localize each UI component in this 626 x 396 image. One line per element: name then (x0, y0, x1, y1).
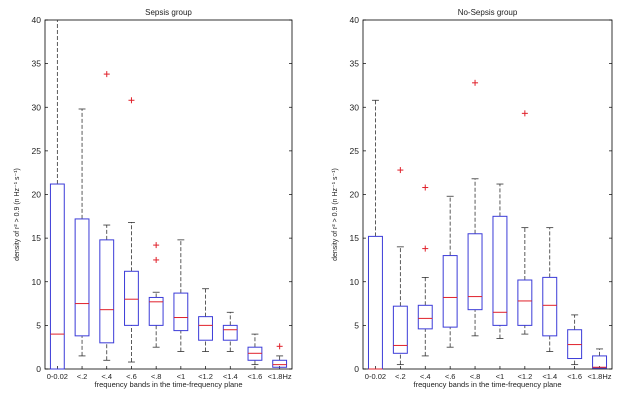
iqr-box (542, 276, 558, 337)
y-tick-label: 35 (32, 59, 42, 69)
outlier-point (422, 184, 429, 191)
iqr-box (99, 239, 115, 344)
x-tick-label: <.4 (420, 372, 431, 381)
sepsis-panel: Sepsis group 0 5 10 15 20 25 30 35 40 density of r… (14, 8, 293, 389)
box-0: 0-0.02 (47, 19, 68, 381)
y-tick-label: 5 (36, 320, 41, 330)
y-tick-label: 10 (32, 277, 42, 287)
box-7: <1.4 (222, 311, 238, 381)
x-tick-label: <.4 (101, 372, 112, 381)
outlier-point (521, 110, 528, 117)
x-tick-label: <1.8Hz (588, 372, 612, 381)
y-tick-label: 40 (350, 15, 360, 25)
box-2: <.4 (417, 184, 433, 381)
iqr-box (417, 304, 433, 330)
box-9: <1.8Hz (588, 348, 612, 381)
x-tick-label: <1 (496, 372, 505, 381)
outlier-point (397, 167, 404, 174)
y-axis-label: density of r² > 0.9 (n Hz⁻¹ s⁻¹) (14, 168, 21, 261)
iqr-box (49, 183, 65, 370)
box-4: <.8 (148, 242, 164, 381)
box-2: <.4 (99, 71, 115, 381)
y-tick-label: 20 (32, 190, 42, 200)
y-tick-label: 20 (350, 190, 360, 200)
iqr-box (148, 296, 164, 326)
box-6: <1.2 (517, 110, 533, 381)
y-tick-label: 35 (350, 59, 360, 69)
y-tick-label: 25 (350, 146, 360, 156)
box-1: <.2 (74, 108, 90, 381)
x-tick-label: <1.8Hz (268, 372, 292, 381)
x-tick-label: 0-0.02 (47, 372, 68, 381)
box-7: <1.4 (542, 227, 558, 381)
iqr-box (222, 324, 238, 341)
iqr-box (467, 233, 483, 311)
outlier-point (422, 245, 429, 252)
y-tick-label: 15 (32, 233, 42, 243)
outlier-point (153, 256, 160, 263)
outlier-point (276, 343, 283, 350)
x-tick-label: <1 (177, 372, 186, 381)
y-tick-label: 5 (354, 320, 359, 330)
iqr-box (442, 255, 458, 328)
x-tick-label: <.6 (126, 372, 137, 381)
outlier-point (153, 242, 160, 249)
y-tick-label: 15 (350, 233, 360, 243)
box-5: <1 (173, 239, 189, 381)
y-tick-label: 0 (354, 364, 359, 374)
box-9: <1.8Hz (268, 343, 292, 381)
panel-title: Sepsis group (145, 8, 192, 17)
box-0: 0-0.02 (365, 99, 386, 381)
box-8: <1.6 (247, 333, 263, 381)
y-tick-label: 0 (36, 364, 41, 374)
y-tick-label: 25 (32, 146, 42, 156)
x-tick-label: <.6 (445, 372, 456, 381)
x-tick-label: <1.6 (248, 372, 263, 381)
outlier-point (128, 97, 135, 104)
iqr-box (124, 270, 139, 326)
iqr-box (517, 279, 533, 326)
y-tick-label: 30 (350, 102, 360, 112)
iqr-box (198, 316, 213, 341)
iqr-box (367, 235, 383, 370)
box-6: <1.2 (198, 288, 213, 381)
x-tick-label: <1.4 (542, 372, 557, 381)
iqr-box (492, 215, 508, 326)
iqr-box (173, 292, 189, 332)
no-sepsis-panel: No-Sepsis group 0 5 10 15 20 25 30 35 40 density o… (332, 8, 613, 389)
y-axis-label: density of r² > 0.9 (n Hz⁻¹ s⁻¹) (332, 168, 339, 261)
box-3: <.6 (124, 97, 139, 381)
outlier-point (103, 71, 110, 78)
x-axis-label: frequency bands in the time-frequency pl… (94, 380, 242, 389)
box-8: <1.6 (567, 314, 583, 381)
x-tick-label: <1.4 (223, 372, 238, 381)
y-tick-label: 40 (32, 15, 42, 25)
y-tick-label: 10 (350, 277, 360, 287)
y-tick-label: 30 (32, 102, 42, 112)
x-tick-label: <1.2 (198, 372, 213, 381)
iqr-box (272, 359, 288, 368)
iqr-box (592, 355, 608, 369)
panel-title: No-Sepsis group (458, 8, 518, 17)
outlier-point (472, 79, 479, 86)
iqr-box (392, 305, 408, 354)
box-5: <1 (492, 183, 508, 381)
x-axis-label: frequency bands in the time-frequency pl… (413, 380, 561, 389)
box-4: <.8 (467, 79, 483, 381)
box-1: <.2 (392, 167, 408, 381)
x-tick-label: <.2 (395, 372, 406, 381)
x-tick-label: 0-0.02 (365, 372, 386, 381)
x-tick-label: <1.6 (567, 372, 582, 381)
x-tick-label: <.8 (470, 372, 481, 381)
x-tick-label: <.8 (151, 372, 162, 381)
iqr-box (74, 218, 90, 337)
x-tick-label: <.2 (77, 372, 88, 381)
x-tick-label: <1.2 (517, 372, 532, 381)
box-3: <.6 (442, 195, 458, 381)
